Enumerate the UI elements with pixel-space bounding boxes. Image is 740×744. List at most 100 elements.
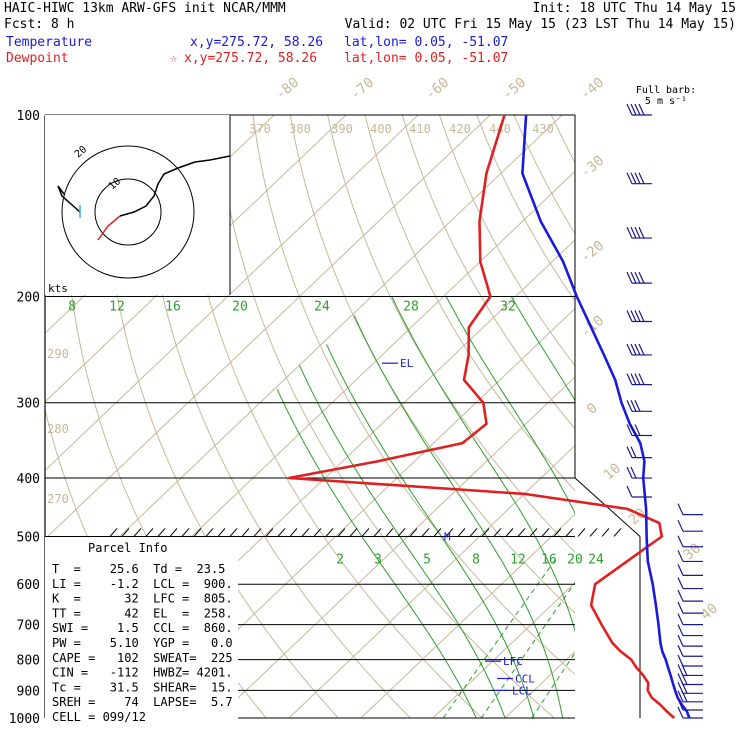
hatch-mark (314, 528, 321, 536)
moist-adiabat-label: 20 (232, 300, 248, 315)
parcel-info-panel: Parcel Info T = 25.6 Td = 23.5LI = -1.2 … (45, 537, 238, 724)
parcel-info-row: TT = 42 EL = 258. (52, 606, 233, 620)
mixing-ratio-line (704, 557, 740, 718)
moist-adiabat-label: 12 (109, 300, 125, 315)
marker-m-label: M (444, 530, 451, 543)
parcel-info-row: SREH = 74 LAPSE= 5.7 (52, 695, 233, 709)
parcel-info-row: K = 32 LFC = 805. (52, 592, 233, 606)
dry-adiabat (365, 115, 740, 718)
init-time: Init: 18 UTC Thu 14 May 15 (533, 1, 737, 16)
wind-barb (627, 447, 652, 458)
dry-adiabat-label: 270 (47, 492, 69, 506)
pressure-tick-label: 900 (17, 684, 40, 699)
moist-adiabat-label: 24 (314, 300, 330, 315)
temperature-coords: x,y=275.72, 58.26 (190, 35, 323, 50)
hatch-mark (410, 528, 417, 536)
wind-barb-feather (678, 635, 683, 646)
parcel-info-row: SWI = 1.5 CCL = 860. (52, 621, 233, 635)
wind-barb (627, 272, 652, 283)
hatch-mark (398, 528, 405, 536)
wind-barb-feather (678, 590, 683, 601)
marker-lcl-label: LCL (512, 684, 532, 697)
hatch-mark (554, 528, 561, 536)
dry-adiabat-label: 420 (449, 122, 471, 136)
mixing-ratio-label: 24 (588, 552, 604, 567)
dewpoint-legend: Dewpoint (6, 51, 69, 66)
isotherm-line (433, 115, 740, 718)
isotherm-line (217, 115, 740, 718)
hatch-mark (506, 528, 513, 536)
wind-barb (627, 227, 652, 238)
hodograph-units-label: kts (48, 282, 68, 295)
dry-adiabat (290, 115, 698, 718)
hatch-mark (182, 528, 189, 536)
forecast-hour: Fcst: 8 h (4, 17, 74, 32)
pressure-tick-label: 300 (17, 397, 40, 412)
mixing-ratio-line (481, 557, 593, 718)
hatch-mark (302, 528, 309, 536)
hatch-mark (578, 528, 585, 536)
parcel-info-row: LI = -1.2 LCL = 900. (52, 577, 233, 591)
moist-adiabat-label: 28 (403, 300, 419, 315)
isotherm-line (721, 115, 740, 718)
parcel-info-row: Tc = 31.5 SHEAR= 15. (52, 680, 233, 694)
pressure-tick-label: 200 (17, 291, 40, 306)
mixing-ratio-label: 16 (541, 552, 557, 567)
hatch-mark (458, 528, 465, 536)
mixing-ratio-label: 8 (472, 552, 480, 567)
parcel-info-row: T = 25.6 Td = 23.5 (52, 562, 225, 576)
hatch-mark (614, 528, 621, 536)
wind-barb (678, 635, 703, 646)
hatch-mark (146, 528, 153, 536)
isotherm-label: 10 (601, 460, 624, 483)
hatch-mark (110, 528, 117, 536)
dry-adiabat (253, 115, 626, 718)
isotherm-label: -30 (578, 153, 608, 182)
pressure-tick-label: 1000 (9, 712, 40, 727)
wind-barb (678, 625, 703, 636)
wind-barb-feather (678, 625, 683, 636)
dewpoint-coords: x,y=275.72, 58.26 (184, 51, 317, 66)
mixing-ratio-label: 5 (423, 552, 431, 567)
parcel-info-row: CAPE = 102 SWEAT= 225 (52, 651, 233, 665)
wind-barb-feather (678, 578, 683, 589)
isotherm-label: 0 (584, 400, 601, 418)
temperature-latlon: lat,lon= 0.05, -51.07 (344, 35, 508, 50)
pressure-tick-label: 100 (17, 109, 40, 124)
wind-barb-feather (627, 486, 632, 497)
moist-adiabat-label: 32 (500, 300, 516, 315)
isotherm-label: 40 (698, 600, 721, 623)
hatch-mark (206, 528, 213, 536)
pressure-tick-label: 500 (17, 530, 40, 545)
hatch-mark (362, 528, 369, 536)
mixing-ratio-line (443, 557, 557, 718)
dry-adiabat-label: 410 (409, 122, 431, 136)
hatch-mark (158, 528, 165, 536)
chart-title: HAIC-HIWC 13km ARW-GFS init NCAR/MMM (4, 1, 286, 16)
isotherm-label: -80 (273, 75, 303, 104)
pressure-tick-label: 800 (17, 654, 40, 669)
wind-barb (627, 467, 652, 478)
sounding-profiles (289, 115, 689, 718)
isotherm-label: -50 (500, 75, 530, 104)
mixing-ratio-label: 2 (336, 552, 344, 567)
pressure-tick-label: 700 (17, 619, 40, 634)
isotherm-line (289, 115, 740, 718)
wind-barb (678, 520, 703, 531)
wind-barb (678, 504, 703, 515)
wind-barb-feather (678, 602, 683, 613)
mixing-ratio-line (532, 557, 641, 718)
dry-adiabat (477, 115, 740, 718)
wind-barb (678, 614, 703, 625)
wind-barb-feather (678, 520, 683, 531)
wind-barb-feather (678, 504, 683, 515)
moist-adiabat-label: 16 (165, 300, 181, 315)
hatch-mark (194, 528, 201, 536)
dry-adiabat-label: 370 (249, 122, 271, 136)
dry-adiabat-label: 400 (370, 122, 392, 136)
hatch-mark (518, 528, 525, 536)
hatch-mark (566, 528, 573, 536)
